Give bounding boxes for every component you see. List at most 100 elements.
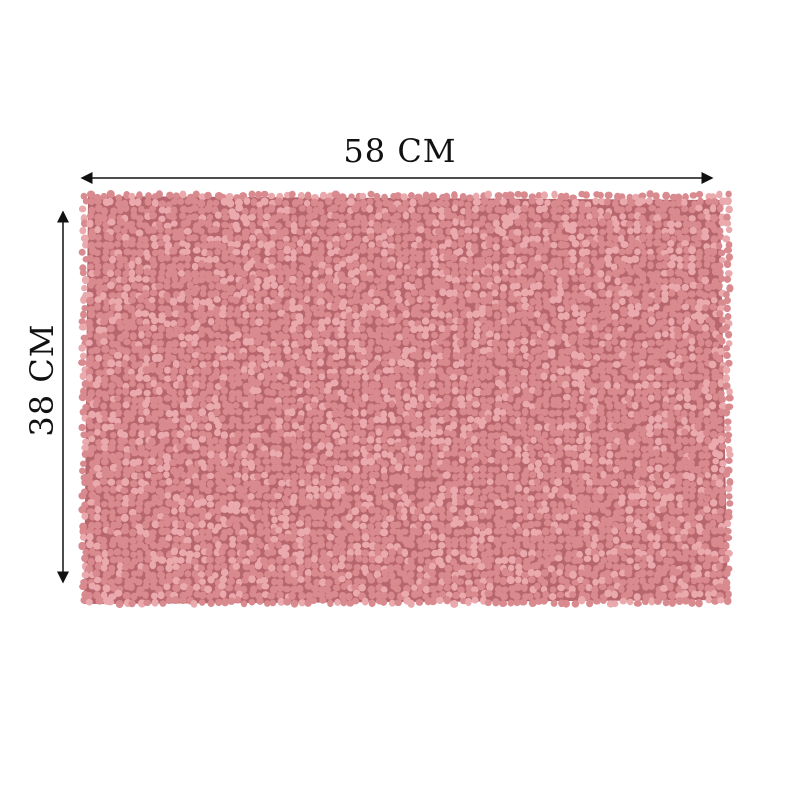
fiber-tuft [204,204,213,213]
fiber-tuft [85,359,93,368]
fiber-tuft [680,409,688,419]
fiber-tuft [450,241,458,249]
fiber-tuft [248,344,257,353]
fiber-tuft [557,312,565,321]
fiber-tuft [127,414,136,422]
fiber-tuft [477,562,486,571]
fiber-tuft [366,274,374,283]
fiber-tuft [725,359,733,367]
fiber-tuft [313,492,320,500]
fiber-tuft [561,269,570,277]
fiber-tuft [135,275,143,282]
fiber-tuft [404,402,412,411]
fiber-tuft [561,333,569,342]
fiber-tuft [206,463,215,472]
fiber-tuft [346,526,355,534]
fiber-tuft [646,465,654,473]
fiber-tuft [282,457,290,464]
fiber-tuft [421,296,430,303]
fiber-tuft [232,212,240,220]
fiber-tuft [659,548,667,558]
fiber-tuft [543,381,550,390]
fiber-tuft [386,515,395,522]
fiber-tuft [207,240,215,249]
fiber-tuft [647,437,654,446]
fiber-tuft [270,281,278,290]
fiber-tuft [554,554,563,562]
fiber-tuft [361,393,369,402]
fiber-tuft [726,284,734,293]
fiber-tuft [432,277,440,285]
fiber-tuft [277,485,284,493]
fiber-tuft [584,281,592,290]
fiber-tuft [198,394,206,402]
fiber-tuft [673,367,682,376]
fiber-tuft [269,311,277,319]
fiber-tuft [311,360,319,369]
fiber-tuft [219,379,226,387]
fiber-tuft [197,207,206,215]
fiber-tuft [522,361,530,369]
fiber-tuft [393,323,402,332]
fiber-tuft [380,550,389,559]
fiber-tuft [697,555,705,562]
fiber-tuft [162,234,171,243]
fiber-tuft [486,295,494,305]
fiber-tuft [115,493,124,501]
fiber-tuft [267,240,276,249]
fiber-tuft [220,291,229,300]
fiber-tuft [614,458,622,466]
fiber-tuft [570,444,579,452]
fiber-tuft [501,324,509,333]
fiber-tuft [638,332,647,340]
fiber-tuft [520,337,529,345]
fiber-tuft [676,234,685,242]
fiber-tuft [232,361,241,369]
fiber-tuft [100,564,108,572]
fiber-tuft [206,250,214,258]
fiber-tuft [156,443,165,451]
fiber-tuft [582,338,590,346]
fiber-tuft [179,491,188,500]
fiber-tuft [456,215,465,222]
fiber-tuft [136,248,145,257]
fiber-tuft [681,283,690,291]
fiber-tuft [191,401,200,409]
fiber-tuft [654,277,663,284]
fiber-tuft [625,247,633,255]
fiber-tuft [81,444,90,452]
fiber-tuft [128,260,135,270]
fiber-tuft [324,459,333,467]
fiber-tuft [106,527,115,535]
fiber-tuft [368,303,376,312]
fiber-tuft [530,507,538,515]
fiber-tuft [639,276,647,285]
fiber-tuft [697,498,704,507]
fiber-tuft [478,337,487,346]
fiber-tuft [445,317,454,324]
fiber-tuft [563,206,571,214]
fiber-tuft [638,485,647,494]
fiber-tuft [108,316,117,325]
fiber-tuft [429,380,436,388]
fiber-tuft [141,464,149,472]
fiber-tuft [621,283,629,291]
fiber-tuft [85,291,94,299]
fiber-tuft [151,199,159,208]
fiber-tuft [81,478,88,487]
fiber-tuft [282,508,290,516]
fiber-tuft [352,458,360,467]
fiber-tuft [204,423,213,431]
fiber-tuft [360,347,367,356]
fiber-tuft [451,204,458,212]
fiber-tuft [149,289,158,297]
fiber-tuft [408,449,416,457]
fiber-tuft [268,326,276,334]
fiber-tuft [466,473,474,481]
fiber-tuft [393,564,402,571]
fiber-tuft [578,274,587,283]
fiber-tuft [317,409,325,417]
fiber-tuft [158,215,166,223]
fiber-tuft [367,190,375,198]
fiber-tuft [617,486,625,494]
